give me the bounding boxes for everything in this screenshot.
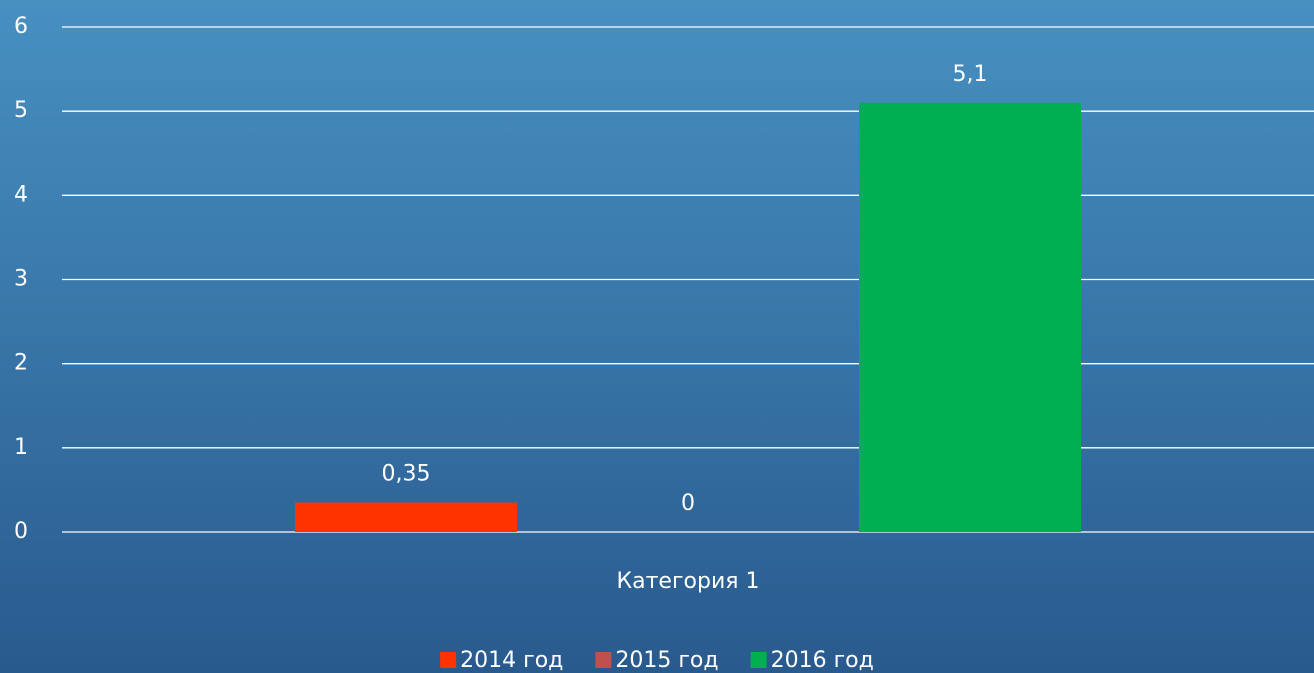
legend-label: 2015 год — [615, 648, 718, 673]
legend-item: 2015 год — [595, 648, 719, 673]
legend-label: 2014 год — [460, 648, 563, 673]
bar — [859, 102, 1081, 532]
x-tick-label: Категория 1 — [617, 569, 760, 594]
legend-swatch — [440, 652, 457, 668]
legend-label: 2016 год — [771, 648, 874, 673]
legend-item: 2016 год — [750, 648, 874, 673]
value-label: 5,1 — [953, 62, 988, 87]
value-label: 0 — [681, 491, 695, 516]
y-tick-label: 6 — [14, 14, 28, 39]
y-tick-label: 0 — [14, 519, 28, 544]
bar — [295, 502, 517, 532]
legend-item: 2014 год — [440, 648, 563, 673]
y-tick-label: 4 — [14, 182, 28, 207]
y-tick-label: 2 — [14, 351, 28, 376]
y-tick-label: 5 — [14, 98, 28, 123]
value-label: 0,35 — [382, 462, 431, 487]
y-tick-label: 1 — [14, 435, 28, 460]
y-tick-label: 3 — [14, 267, 28, 292]
legend-swatch — [595, 652, 612, 668]
legend-swatch — [750, 652, 767, 668]
